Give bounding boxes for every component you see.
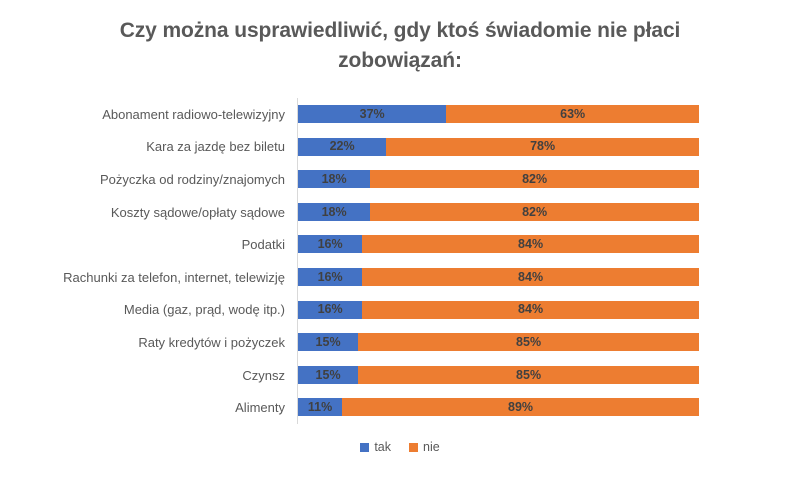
data-label: 84%	[518, 237, 544, 252]
bar-segment-nie: 78%	[386, 137, 699, 156]
data-label: 84%	[518, 302, 544, 317]
data-label: 37%	[359, 106, 385, 121]
data-label: 16%	[317, 269, 343, 284]
category-label: Podatki	[241, 237, 285, 253]
bar-segment-tak: 18%	[298, 170, 371, 189]
stacked-bar: 18% 82%	[298, 202, 699, 221]
data-label: 89%	[508, 400, 534, 415]
chart-legend: tak nie	[0, 441, 800, 454]
stacked-bar: 16% 84%	[298, 235, 699, 254]
bar-segment-tak: 15%	[298, 333, 359, 352]
data-label: 84%	[518, 269, 544, 284]
bar-row: Raty kredytów i pożyczek 15% 85%	[0, 326, 800, 359]
data-label: 85%	[516, 367, 542, 382]
category-label: Raty kredytów i pożyczek	[138, 334, 285, 350]
stacked-bar: 15% 85%	[298, 365, 699, 384]
data-label: 18%	[321, 204, 347, 219]
stacked-bar: 16% 84%	[298, 268, 699, 286]
bar-row: Koszty sądowe/opłaty sądowe 18% 82%	[0, 196, 800, 229]
bar-row: Kara za jazdę bez biletu 22% 78%	[0, 131, 800, 164]
stacked-bar: 15% 85%	[298, 333, 699, 352]
bar-segment-tak: 15%	[298, 365, 359, 384]
bar-segment-nie: 85%	[358, 333, 699, 352]
category-label: Abonament radiowo-telewizyjny	[102, 106, 285, 122]
chart-title: Czy można usprawiedliwić, gdy ktoś świad…	[119, 19, 681, 72]
bar-row: Media (gaz, prąd, wodę itp.) 16% 84%	[0, 294, 800, 327]
category-label: Czynsz	[242, 367, 285, 383]
stacked-bar: 18% 82%	[298, 170, 699, 189]
category-label: Pożyczka od rodziny/znajomych	[100, 171, 285, 187]
stacked-bar: 22% 78%	[298, 137, 699, 156]
data-label: 16%	[317, 302, 343, 317]
legend-label: tak	[374, 440, 391, 454]
legend-swatch-icon	[409, 442, 418, 452]
stacked-bar: 16% 84%	[298, 300, 699, 319]
bar-row: Abonament radiowo-telewizyjny 37% 63%	[0, 98, 800, 131]
legend-item[interactable]: nie	[409, 441, 440, 454]
data-label: 22%	[329, 139, 355, 154]
data-label: 82%	[522, 204, 548, 219]
stacked-bar: 37% 63%	[298, 105, 699, 123]
bar-segment-nie: 84%	[362, 300, 699, 319]
category-label: Alimenty	[235, 400, 285, 416]
data-label: 63%	[560, 106, 586, 121]
bar-row: Rachunki za telefon, internet, telewizję…	[0, 261, 800, 294]
bar-segment-tak: 16%	[298, 268, 363, 286]
bar-segment-tak: 22%	[298, 137, 387, 156]
data-label: 15%	[315, 334, 341, 349]
category-label: Media (gaz, prąd, wodę itp.)	[123, 302, 285, 318]
bar-segment-tak: 11%	[298, 398, 343, 417]
legend-item[interactable]: tak	[360, 441, 391, 454]
bar-segment-tak: 18%	[298, 202, 371, 221]
bar-row: Czynsz 15% 85%	[0, 359, 800, 392]
bar-segment-tak: 37%	[298, 105, 447, 123]
data-label: 78%	[530, 139, 556, 154]
data-label: 82%	[522, 171, 548, 186]
bar-segment-nie: 63%	[446, 105, 699, 123]
data-label: 15%	[315, 367, 341, 382]
category-label: Kara za jazdę bez biletu	[146, 139, 285, 155]
bar-segment-nie: 82%	[370, 202, 699, 221]
bar-segment-nie: 82%	[370, 170, 699, 189]
data-label: 18%	[321, 171, 347, 186]
bar-segment-nie: 84%	[362, 268, 699, 286]
bar-segment-tak: 16%	[298, 235, 363, 254]
category-label: Koszty sądowe/opłaty sądowe	[110, 204, 285, 220]
bar-segment-tak: 16%	[298, 300, 363, 319]
data-label: 85%	[516, 334, 542, 349]
bar-row: Alimenty 11% 89%	[0, 391, 800, 424]
data-label: 11%	[307, 400, 333, 415]
stacked-bar: 11% 89%	[298, 398, 699, 417]
plot-area: Abonament radiowo-telewizyjny 37% 63% Kara …	[0, 98, 800, 424]
bar-row: Podatki 16% 84%	[0, 228, 800, 261]
bar-segment-nie: 85%	[358, 365, 699, 384]
category-label: Rachunki za telefon, internet, telewizję	[63, 269, 285, 285]
category-axis-line	[297, 98, 298, 424]
bar-row: Pożyczka od rodziny/znajomych 18% 82%	[0, 163, 800, 196]
bar-segment-nie: 89%	[342, 398, 699, 417]
bar-segment-nie: 84%	[362, 235, 699, 254]
legend-swatch-icon	[360, 442, 370, 452]
legend-label: nie	[423, 440, 440, 454]
data-label: 16%	[317, 237, 343, 252]
